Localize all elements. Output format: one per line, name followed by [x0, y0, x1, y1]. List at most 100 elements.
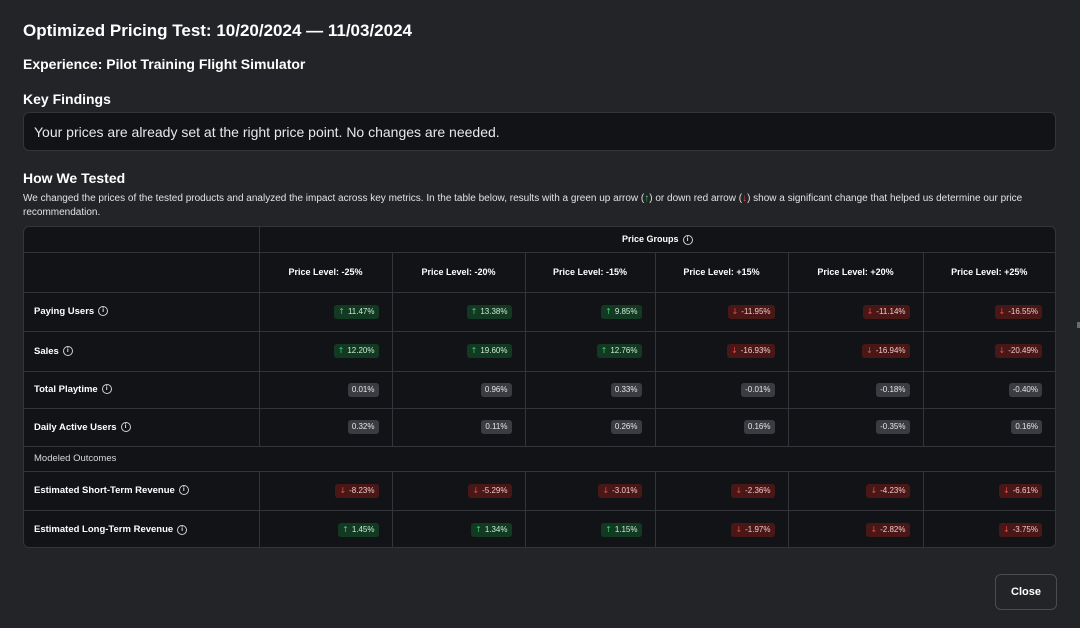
- change-value: 0.32%: [351, 422, 375, 431]
- arrow-down-icon: ↓: [870, 485, 878, 495]
- change-value: -11.14%: [876, 306, 906, 316]
- value-cell: ↑ 19.60%: [392, 331, 526, 372]
- change-value: -0.01%: [745, 384, 771, 394]
- change-value: 11.47%: [347, 306, 375, 316]
- info-icon[interactable]: i: [98, 306, 109, 317]
- change-value: 0.11%: [485, 422, 508, 431]
- significant-decrease-badge: ↓ -11.14%: [862, 304, 910, 319]
- significant-decrease-badge: ↓ -11.95%: [727, 304, 775, 319]
- desc-part-3: ) show a significant change that helped …: [23, 193, 1023, 218]
- value-cell: ↓ -2.82%: [788, 510, 924, 547]
- price-groups-header: Price Groups i: [259, 227, 1055, 253]
- key-findings-text: Your prices are already set at the right…: [34, 123, 500, 140]
- info-icon[interactable]: i: [178, 485, 189, 496]
- metric-cell: Total Playtime i: [24, 371, 260, 409]
- value-cell: 0.96%: [392, 371, 526, 409]
- value-cell: ↑ 12.20%: [259, 331, 393, 372]
- key-findings-heading: Key Findings: [23, 91, 111, 107]
- change-value: 19.60%: [480, 346, 508, 355]
- value-cell: -0.35%: [788, 408, 924, 447]
- change-value: -3.01%: [612, 485, 638, 495]
- value-cell: ↓ -16.93%: [655, 331, 789, 372]
- significant-decrease-badge: ↓ -4.23%: [866, 483, 910, 498]
- significant-decrease-badge: ↓ -16.93%: [727, 344, 775, 358]
- value-cell: -0.01%: [655, 371, 789, 409]
- significant-decrease-badge: ↓ -20.49%: [994, 344, 1042, 358]
- change-value: -5.29%: [482, 485, 508, 495]
- arrow-down-icon: ↓: [1002, 524, 1010, 534]
- value-cell: ↑ 13.38%: [392, 292, 526, 332]
- arrow-down-icon: ↓: [998, 346, 1006, 355]
- section-row: Modeled Outcomes: [24, 446, 1055, 472]
- value-cell: ↑ 1.34%: [392, 510, 526, 547]
- value-cell: ↓ -3.75%: [923, 510, 1055, 547]
- value-cell: ↓ -2.36%: [655, 471, 789, 511]
- significant-decrease-badge: ↓ -2.36%: [731, 483, 775, 498]
- change-value: -1.97%: [745, 524, 771, 534]
- table-row: Daily Active Users i 0.32% 0.11% 0.26% 0.16% -…: [24, 408, 1055, 447]
- arrow-up-icon: ↑: [337, 346, 345, 355]
- significant-decrease-badge: ↓ -1.97%: [731, 522, 775, 537]
- arrow-up-icon: ↑: [338, 306, 345, 316]
- change-value: 13.38%: [480, 306, 508, 316]
- arrow-down-icon: ↓: [731, 346, 738, 355]
- column-header-row: Price Level: -25% Price Level: -20% Pric…: [24, 252, 1055, 293]
- desc-part-2: ) or down red arrow (: [649, 193, 743, 204]
- value-cell: ↑ 1.45%: [259, 510, 393, 547]
- change-badge: -0.35%: [876, 420, 910, 434]
- change-value: -2.36%: [745, 485, 771, 495]
- change-badge: 0.33%: [610, 382, 642, 397]
- arrow-down-icon: ↓: [472, 485, 480, 495]
- arrow-down-icon: ↓: [742, 193, 748, 204]
- value-cell: ↑ 1.15%: [525, 510, 656, 547]
- significant-increase-badge: ↑ 1.34%: [471, 522, 512, 537]
- change-value: 1.45%: [351, 524, 375, 534]
- info-icon[interactable]: i: [101, 384, 112, 395]
- significant-increase-badge: ↑ 1.15%: [601, 522, 642, 537]
- scrollbar-edge[interactable]: [1077, 322, 1080, 328]
- arrow-down-icon: ↓: [998, 306, 1006, 316]
- value-cell: -0.18%: [788, 371, 924, 409]
- significant-decrease-badge: ↓ -6.61%: [998, 483, 1042, 498]
- value-cell: -0.40%: [923, 371, 1055, 409]
- desc-part-1: We changed the prices of the tested prod…: [23, 193, 645, 204]
- column-header: Price Level: -20%: [392, 252, 526, 293]
- arrow-down-icon: ↓: [866, 306, 874, 316]
- change-badge: 0.16%: [743, 420, 775, 434]
- info-icon[interactable]: i: [62, 345, 73, 356]
- significant-increase-badge: ↑ 12.20%: [333, 344, 379, 358]
- column-header: Price Level: -25%: [259, 252, 393, 293]
- value-cell: ↓ -4.23%: [788, 471, 924, 511]
- table-row: Estimated Long-Term Revenue i ↑ 1.45% ↑ 1.34%…: [24, 510, 1055, 547]
- change-value: 9.85%: [614, 306, 638, 316]
- significant-decrease-badge: ↓ -2.82%: [866, 522, 910, 537]
- value-cell: ↓ -3.01%: [525, 471, 656, 511]
- significant-decrease-badge: ↓ -8.23%: [335, 483, 379, 498]
- info-icon[interactable]: i: [120, 421, 131, 432]
- info-icon[interactable]: i: [682, 234, 693, 245]
- results-table: Price Groups i Price Level: -25% Price Le…: [24, 227, 1055, 547]
- value-cell: ↓ -16.94%: [788, 331, 924, 372]
- value-cell: 0.11%: [392, 408, 526, 447]
- metric-cell: Estimated Long-Term Revenue i: [24, 510, 260, 547]
- change-badge: -0.18%: [876, 382, 910, 397]
- change-value: 0.33%: [614, 384, 638, 394]
- change-badge: 0.01%: [347, 382, 379, 397]
- value-cell: ↓ -1.97%: [655, 510, 789, 547]
- value-cell: ↓ -11.95%: [655, 292, 789, 332]
- metric-label: Paying Users: [34, 306, 95, 317]
- significant-increase-badge: ↑ 9.85%: [601, 304, 642, 319]
- arrow-up-icon: ↑: [470, 346, 478, 355]
- close-button[interactable]: Close: [995, 574, 1057, 610]
- modeled-outcomes-label: Modeled Outcomes: [24, 446, 1055, 472]
- change-value: 12.20%: [347, 346, 375, 355]
- modal-title: Optimized Pricing Test: 10/20/2024 — 11/…: [23, 21, 412, 40]
- significant-increase-badge: ↑ 13.38%: [466, 304, 512, 319]
- arrow-up-icon: ↑: [605, 306, 612, 316]
- change-value: 12.76%: [610, 346, 638, 355]
- metric-cell: Sales i: [24, 331, 260, 372]
- info-icon[interactable]: i: [177, 524, 188, 535]
- column-header: Price Level: -15%: [525, 252, 656, 293]
- table-row: Total Playtime i 0.01% 0.96% 0.33% -0.01% -0.1…: [24, 371, 1055, 409]
